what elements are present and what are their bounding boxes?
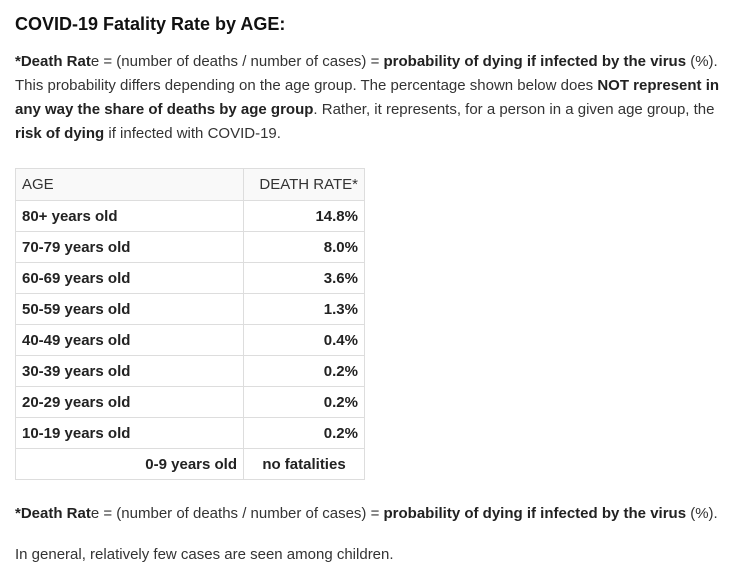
- age-cell: 10-19 years old: [15, 417, 244, 449]
- footnote-definition: *Death Rate = (number of deaths / number…: [15, 502, 723, 526]
- fatality-rate-table: AGE DEATH RATE* 80+ years old 14.8% 70-7…: [15, 168, 365, 480]
- rate-cell: 3.6%: [243, 262, 365, 294]
- table-row: 30-39 years old 0.2%: [15, 355, 365, 387]
- page-title: COVID-19 Fatality Rate by AGE:: [15, 14, 286, 34]
- age-cell: 60-69 years old: [15, 262, 244, 294]
- risk-emphasis: risk of dying: [15, 125, 105, 142]
- children-note: In general, relatively few cases are see…: [15, 546, 394, 563]
- death-rate-formula: e = (number of deaths / number of cases)…: [90, 53, 384, 70]
- age-cell: 0-9 years old: [15, 448, 244, 480]
- intro-paragraph: *Death Rate = (number of deaths / number…: [15, 50, 723, 146]
- rate-cell: 0.4%: [243, 324, 365, 356]
- header-death-rate: DEATH RATE*: [243, 168, 365, 201]
- rate-cell: 14.8%: [243, 200, 365, 232]
- rate-cell: 0.2%: [243, 386, 365, 418]
- age-cell: 70-79 years old: [15, 231, 244, 263]
- intro-text-1: (%). This probability differs depending …: [15, 53, 718, 94]
- not-represent-emphasis: NOT represent in any way the share of de…: [15, 77, 720, 118]
- table-row: 50-59 years old 1.3%: [15, 293, 365, 325]
- intro-text-3: if infected with COVID-19.: [104, 125, 281, 142]
- death-rate-formula: e = (number of deaths / number of cases)…: [90, 505, 384, 522]
- table-row: 70-79 years old 8.0%: [15, 231, 365, 263]
- death-rate-term: *Death Rat: [15, 53, 91, 70]
- footnote-suffix: (%).: [686, 505, 718, 522]
- rate-cell: no fatalities: [243, 448, 365, 480]
- probability-emphasis: probability of dying if infected by the …: [383, 505, 687, 522]
- intro-text-2: . Rather, it represents, for a person in…: [313, 101, 715, 118]
- table-row: 80+ years old 14.8%: [15, 200, 365, 232]
- age-cell: 80+ years old: [15, 200, 244, 232]
- rate-cell: 8.0%: [243, 231, 365, 263]
- table-header-row: AGE DEATH RATE*: [15, 168, 365, 201]
- table-row: 40-49 years old 0.4%: [15, 324, 365, 356]
- age-cell: 40-49 years old: [15, 324, 244, 356]
- age-cell: 50-59 years old: [15, 293, 244, 325]
- rate-cell: 1.3%: [243, 293, 365, 325]
- age-cell: 30-39 years old: [15, 355, 244, 387]
- table-row: 20-29 years old 0.2%: [15, 386, 365, 418]
- death-rate-term: *Death Rat: [15, 505, 91, 522]
- table-row: 10-19 years old 0.2%: [15, 417, 365, 449]
- rate-cell: 0.2%: [243, 417, 365, 449]
- probability-emphasis: probability of dying if infected by the …: [383, 53, 687, 70]
- table-row: 0-9 years old no fatalities: [15, 448, 365, 480]
- age-cell: 20-29 years old: [15, 386, 244, 418]
- rate-cell: 0.2%: [243, 355, 365, 387]
- table-row: 60-69 years old 3.6%: [15, 262, 365, 294]
- header-age: AGE: [15, 168, 244, 201]
